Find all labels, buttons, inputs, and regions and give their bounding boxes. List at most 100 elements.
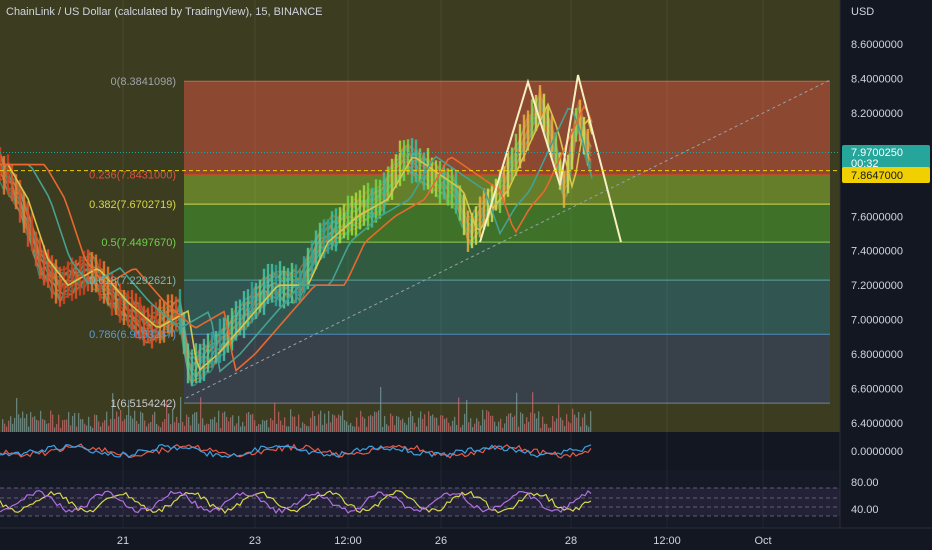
volume-bar [178,423,180,432]
marked-price-badge [842,167,930,183]
w-pattern-drawing[interactable] [479,74,622,243]
volume-bar [98,421,100,432]
volume-bar [140,411,142,432]
volume-bar [342,410,344,432]
volume-bar [454,416,456,432]
time-tick: 12:00 [334,535,362,547]
volume-bar [534,413,536,432]
volume-bar [194,412,196,432]
volume-bar [488,411,490,432]
volume-bar [28,426,30,432]
volume-bar [516,392,518,432]
volume-bar [446,417,448,432]
volume-bar [268,427,270,432]
volume-bar [224,411,226,432]
volume-bar [506,416,508,432]
volume-bar [78,413,80,432]
fib-label: 0(8.3841098) [111,76,176,88]
time-tick: Oct [754,535,771,547]
volume-bar [58,414,60,432]
volume-bar [264,420,266,432]
volume-bar [386,424,388,432]
volume-bar [374,411,376,432]
volume-bar [202,418,204,432]
volume-bar [172,409,174,432]
volume-bar [192,414,194,432]
volume-bar [50,410,52,432]
volume-bar [314,416,316,432]
volume-bar [126,415,128,432]
volume-bar [520,412,522,432]
volume-bar [538,411,540,432]
volume-bar [530,412,532,432]
volume-bar [84,423,86,432]
volume-bar [292,416,294,432]
volume-bar [524,423,526,432]
volume-bar [26,414,28,432]
volume-bar [496,426,498,432]
volume-bar [382,426,384,432]
price-ticks: 8.6000000 8.4000000 8.2000000 7.6000000 7.40… [851,39,903,430]
volume-bar [56,424,58,432]
volume-bar [322,424,324,432]
volume-bar [204,425,206,432]
volume-bar [144,420,146,432]
volume-bar [214,416,216,432]
volume-bar [378,410,380,432]
volume-bar [472,427,474,432]
volume-bar [352,426,354,432]
volume-bar [274,402,276,432]
volume-bar [548,427,550,432]
volume-bar [10,416,12,432]
volume-bar [86,425,88,432]
volume-bar [168,413,170,432]
volume-bar [498,421,500,432]
chart-title: ChainLink / US Dollar (calculated by Tra… [6,6,323,18]
volume-bar [6,426,8,432]
volume-bar [490,415,492,432]
volume-bar [372,416,374,432]
volume-bar [308,426,310,432]
volume-bar [54,427,56,432]
volume-bar [468,422,470,432]
volume-bar [502,427,504,432]
volume-bar [298,414,300,432]
volume-bar [118,416,120,432]
price-tick: 7.0000000 [851,315,903,327]
volume-bar [128,399,130,432]
volume-bar [142,413,144,432]
volume-bar [586,425,588,432]
volume-bar [158,425,160,432]
fib-retracement[interactable] [184,80,830,404]
volume-bar [458,397,460,432]
volume-bar [364,418,366,432]
volume-bar [16,398,18,432]
volume-bar [200,397,202,432]
volume-bar [432,414,434,432]
time-axis[interactable]: 21 23 12:00 26 28 12:00 Oct [117,535,772,547]
last-price-badge [842,145,930,169]
price-tick: 7.6000000 [851,211,903,223]
volume-bar [186,414,188,432]
volume-bar [138,423,140,432]
volume-bar [528,421,530,432]
time-tick: 21 [117,535,129,547]
volume-bar [442,415,444,432]
volume-bar [180,396,182,432]
price-axis[interactable] [840,0,932,550]
volume-bar [90,426,92,432]
fib-label: 0.786(6.9153237) [89,329,176,341]
volume-bar [2,419,4,432]
volume-bar [398,416,400,432]
volume-bar [198,423,200,432]
oscillator-tick: 0.0000000 [851,446,903,458]
volume-bar [324,413,326,432]
volume-bar [350,423,352,432]
volume-bar [104,420,106,432]
ema-orange [0,104,593,372]
time-tick: 12:00 [653,535,681,547]
volume-bar [270,418,272,432]
volume-bar [514,415,516,432]
